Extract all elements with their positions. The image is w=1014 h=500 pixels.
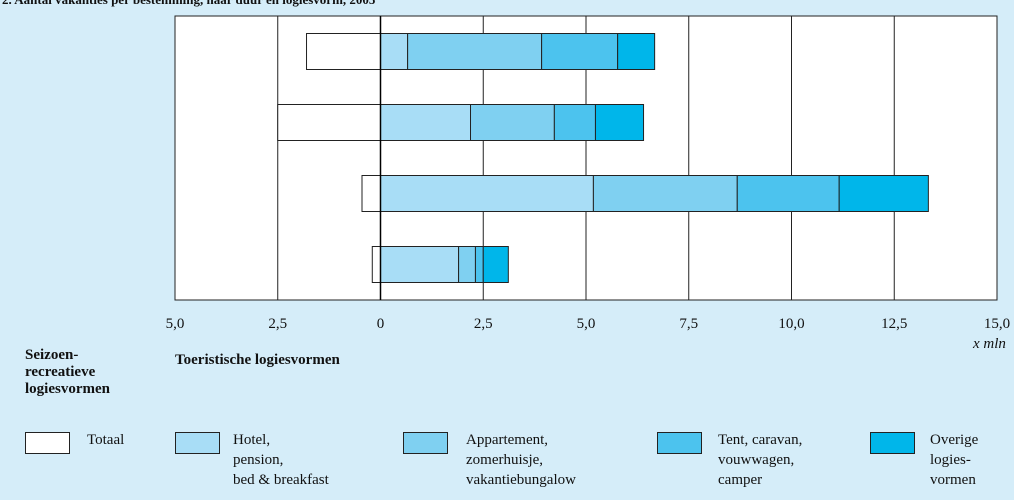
bar-segment xyxy=(838,175,929,212)
bar-segment xyxy=(361,175,382,212)
bar-segment xyxy=(592,175,738,212)
bar-segment xyxy=(371,246,381,283)
bar-segment xyxy=(380,33,409,70)
bar-segment xyxy=(482,246,509,283)
legend-left-title: Seizoen- recreatieve logiesvormen xyxy=(25,347,110,397)
x-tick-label: 2,5 xyxy=(474,316,493,332)
bar-segment xyxy=(474,246,484,283)
x-tick-label: 10,0 xyxy=(778,316,804,332)
bar-segment xyxy=(553,104,596,141)
chart-title: 2. Aantal vakanties per bestemming, naar… xyxy=(2,0,375,8)
x-tick-label: 2,5 xyxy=(268,316,287,332)
bar-segment xyxy=(380,104,472,141)
legend-label: Hotel, pension, bed & breakfast xyxy=(233,432,329,488)
bar-segment xyxy=(277,104,381,141)
legend-swatch xyxy=(657,432,702,454)
bar-segment xyxy=(407,33,543,70)
bar-segment xyxy=(470,104,555,141)
legend-swatch xyxy=(403,432,448,454)
bar-segment xyxy=(380,175,594,212)
x-axis-label: x mln xyxy=(972,336,1006,352)
bar-segment xyxy=(736,175,840,212)
bar-segment xyxy=(541,33,619,70)
legend-swatch xyxy=(870,432,915,454)
x-tick-label: 5,0 xyxy=(166,316,185,332)
bar-segment xyxy=(594,104,645,141)
legend-label: Totaal xyxy=(87,432,125,448)
x-tick-label: 7,5 xyxy=(679,316,698,332)
bar-segment xyxy=(380,246,460,283)
legend-swatch xyxy=(175,432,220,454)
x-tick-label: 15,0 xyxy=(984,316,1010,332)
bar-segment xyxy=(617,33,656,70)
bar-segment xyxy=(458,246,476,283)
x-tick-label: 0 xyxy=(377,316,385,332)
bar-segment xyxy=(306,33,381,70)
legend-right-title: Toeristische logiesvormen xyxy=(175,352,340,368)
legend-label: Tent, caravan, vouwwagen, camper xyxy=(718,432,803,488)
legend-swatch xyxy=(25,432,70,454)
x-tick-label: 5,0 xyxy=(577,316,596,332)
legend-label: Appartement, zomerhuisje, vakantiebungal… xyxy=(466,432,576,488)
legend-label: Overige logies- vormen xyxy=(930,432,979,488)
x-tick-label: 12,5 xyxy=(881,316,907,332)
